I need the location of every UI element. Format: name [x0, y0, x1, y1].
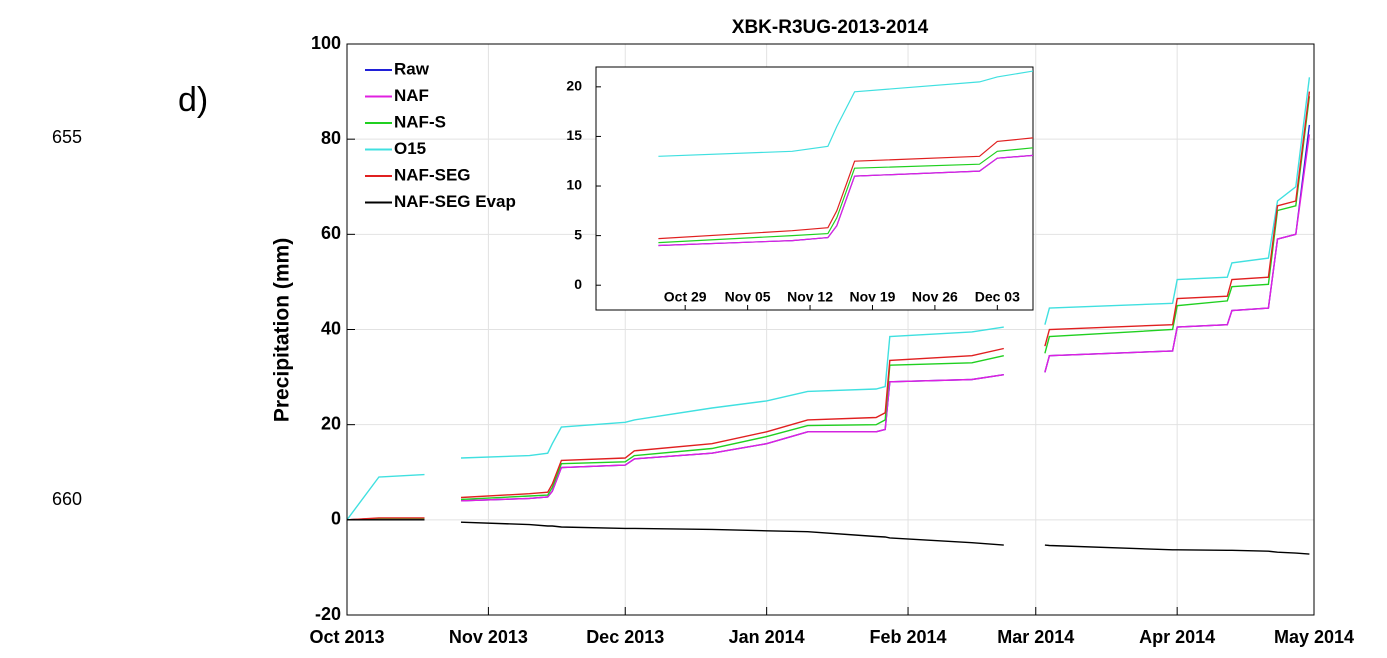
x-tick-label: Feb 2014: [870, 627, 947, 647]
inset-x-tick-label: Dec 03: [975, 289, 1020, 305]
inset-x-tick-label: Oct 29: [664, 289, 707, 305]
y-tick-label: 0: [331, 509, 341, 529]
series-line: [658, 70, 1033, 157]
y-tick-label: -20: [315, 604, 341, 624]
inset-x-tick-label: Nov 19: [850, 289, 896, 305]
series-line: [658, 137, 1033, 240]
x-tick-label: May 2014: [1274, 627, 1354, 647]
legend-label: NAF-S: [394, 112, 446, 131]
x-tick-label: Apr 2014: [1139, 627, 1215, 647]
legend-label: Raw: [394, 59, 430, 78]
inset-lines: [658, 70, 1033, 247]
inset-x-tick-label: Nov 05: [725, 289, 771, 305]
legend-label: NAF: [394, 86, 429, 105]
series-line: [347, 519, 1310, 555]
inset-y-tick-label: 5: [574, 226, 582, 242]
x-tick-label: Dec 2013: [586, 627, 664, 647]
x-tick-label: Nov 2013: [449, 627, 528, 647]
legend: Raw NAF NAF-S O15 NAF-SEG NAF-SEG Evap: [365, 59, 516, 211]
series-line: [658, 154, 1033, 247]
x-tick-label: Mar 2014: [997, 627, 1074, 647]
y-tick-label: 80: [321, 128, 341, 148]
legend-label: NAF-SEG Evap: [394, 192, 516, 211]
legend-label: O15: [394, 139, 426, 158]
series-line: [347, 77, 1311, 521]
legend-label: NAF-SEG: [394, 165, 471, 184]
x-tick-label: Jan 2014: [729, 627, 805, 647]
x-tick-label: Oct 2013: [309, 627, 384, 647]
line-number: 660: [52, 489, 82, 509]
series-line: [658, 147, 1033, 244]
y-axis-label: Precipitation (mm): [271, 238, 294, 422]
inset-y-tick-label: 15: [566, 127, 582, 143]
y-tick-label: 60: [321, 223, 341, 243]
inset-y-tick-label: 20: [566, 78, 582, 94]
inset-x-tick-label: Nov 26: [912, 289, 958, 305]
inset-axes: 0 5 10 15 20 Oct 29 Nov 05 Nov 12 Nov 19 Nov 26 De…: [566, 78, 1020, 310]
chart-title: XBK-R3UG-2013-2014: [732, 17, 929, 38]
y-tick-label: 20: [321, 413, 341, 433]
y-tick-label: 100: [311, 33, 341, 53]
y-tick-label: 40: [321, 318, 341, 338]
line-number: 655: [52, 127, 82, 147]
inset-frame: [595, 66, 1034, 311]
inset-y-tick-label: 10: [566, 177, 582, 193]
inset-y-tick-label: 0: [574, 276, 582, 292]
inset-x-tick-label: Nov 12: [787, 289, 833, 305]
panel-label: d): [178, 81, 208, 119]
plot-lines: [347, 77, 1311, 555]
